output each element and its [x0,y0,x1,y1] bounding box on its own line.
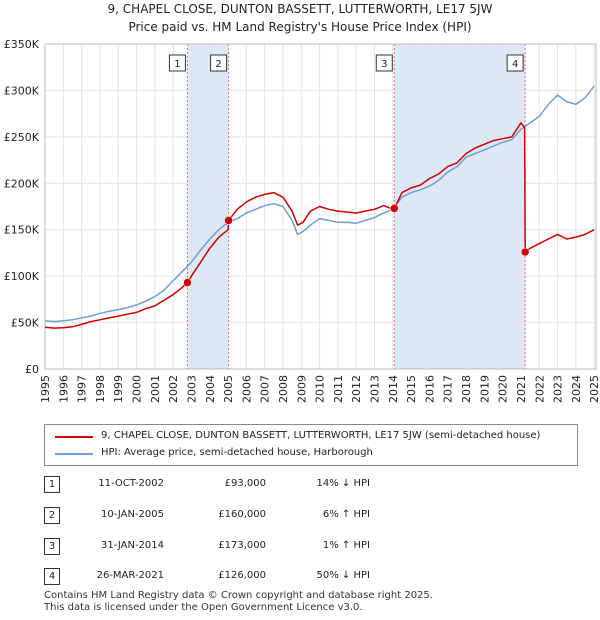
x-tick-label: 1995 [39,375,52,403]
x-tick-label: 1998 [94,375,107,403]
sale-label-number: 4 [512,59,518,70]
legend: 9, CHAPEL CLOSE, DUNTON BASSETT, LUTTERW… [44,424,578,466]
transaction-row: 3 31-JAN-2014 £173,000 1% ↑ HPI [0,538,600,558]
x-tick-label: 2020 [497,375,510,403]
transaction-hpi-diff: 1% ↑ HPI [322,540,370,551]
x-tick-label: 2003 [185,375,198,403]
holding-period-shade [187,44,229,369]
transaction-price: £93,000 [224,478,266,489]
x-tick-label: 2011 [332,375,345,403]
y-tick-label: £100K [4,270,40,283]
transaction-date: 31-JAN-2014 [100,540,164,551]
x-tick-label: 2004 [204,375,217,403]
x-tick-label: 2023 [552,375,565,403]
x-tick-label: 1999 [112,375,125,403]
x-tick-label: 2010 [314,375,327,403]
sale-point [224,216,233,225]
footer-copyright: Contains HM Land Registry data © Crown c… [44,590,433,601]
chart-subtitle: Price paid vs. HM Land Registry's House … [128,20,472,34]
transaction-date: 11-OCT-2002 [98,478,164,489]
sale-point [520,247,530,257]
legend-swatch-hpi [55,453,93,455]
x-tick-label: 2025 [588,375,600,403]
x-tick-label: 2014 [387,375,400,403]
transaction-row: 4 26-MAR-2021 £126,000 50% ↓ HPI [0,568,600,588]
x-tick-label: 2007 [259,375,272,403]
transaction-price: £160,000 [218,509,266,520]
y-tick-label: £250K [4,131,40,144]
chart-title: 9, CHAPEL CLOSE, DUNTON BASSETT, LUTTERW… [107,2,493,16]
transaction-hpi-diff: 14% ↓ HPI [316,478,370,489]
legend-label-property: 9, CHAPEL CLOSE, DUNTON BASSETT, LUTTERW… [101,430,541,441]
holding-period-shade [394,44,526,369]
y-tick-label: £200K [4,177,40,190]
legend-label-hpi: HPI: Average price, semi-detached house,… [101,447,373,458]
x-tick-label: 2008 [277,375,290,403]
transaction-row: 2 10-JAN-2005 £160,000 6% ↑ HPI [0,507,600,527]
y-tick-label: £300K [4,84,40,97]
sale-label-box [375,54,393,72]
x-tick-label: 2024 [570,375,583,403]
sale-label-box [506,54,524,72]
transaction-number: 1 [44,476,60,493]
y-tick-label: £0 [25,363,39,376]
transaction-number: 3 [44,538,60,555]
transaction-hpi-diff: 50% ↓ HPI [316,570,370,581]
sale-label-number: 2 [215,59,221,70]
transaction-number: 4 [44,568,60,585]
x-tick-label: 2017 [442,375,455,403]
sale-point [390,204,399,213]
x-tick-label: 2002 [167,375,180,403]
sale-point [183,278,192,287]
transaction-hpi-diff: 6% ↑ HPI [322,509,370,520]
transaction-date: 10-JAN-2005 [100,509,164,520]
x-tick-label: 2015 [405,375,418,403]
plot-frame [44,43,597,370]
series-line-hpi [44,85,595,323]
x-tick-label: 2005 [222,375,235,403]
transaction-price: £173,000 [218,540,266,551]
x-tick-label: 2009 [295,375,308,403]
transaction-date: 26-MAR-2021 [96,570,164,581]
x-tick-label: 2018 [460,375,473,403]
y-tick-label: £350K [4,38,40,51]
price-chart: £0 £50K £100K £150K £200K £250K £300K £350K 1995… [4,38,600,403]
sale-label-box [210,54,228,72]
y-tick-label: £50K [11,317,40,330]
legend-swatch-property [55,436,93,438]
sale-label-number: 1 [174,59,180,70]
sale-label-number: 3 [381,59,387,70]
transaction-price: £126,000 [218,570,266,581]
x-tick-label: 2001 [149,375,162,403]
footer-licence: This data is licensed under the Open Gov… [44,602,363,613]
x-tick-label: 1996 [57,375,70,403]
y-tick-label: £150K [4,224,40,237]
x-tick-label: 2012 [350,375,363,403]
x-tick-label: 1997 [76,375,89,403]
x-tick-label: 2016 [423,375,436,403]
x-tick-label: 2019 [478,375,491,403]
transaction-number: 2 [44,507,60,524]
series-line-property [44,122,595,329]
x-tick-label: 2000 [131,375,144,403]
x-tick-label: 2006 [240,375,253,403]
x-tick-label: 2021 [515,375,528,403]
sale-label-box [168,54,186,72]
x-tick-label: 2013 [369,375,382,403]
x-tick-label: 2022 [533,375,546,403]
transaction-row: 1 11-OCT-2002 £93,000 14% ↓ HPI [0,476,600,496]
